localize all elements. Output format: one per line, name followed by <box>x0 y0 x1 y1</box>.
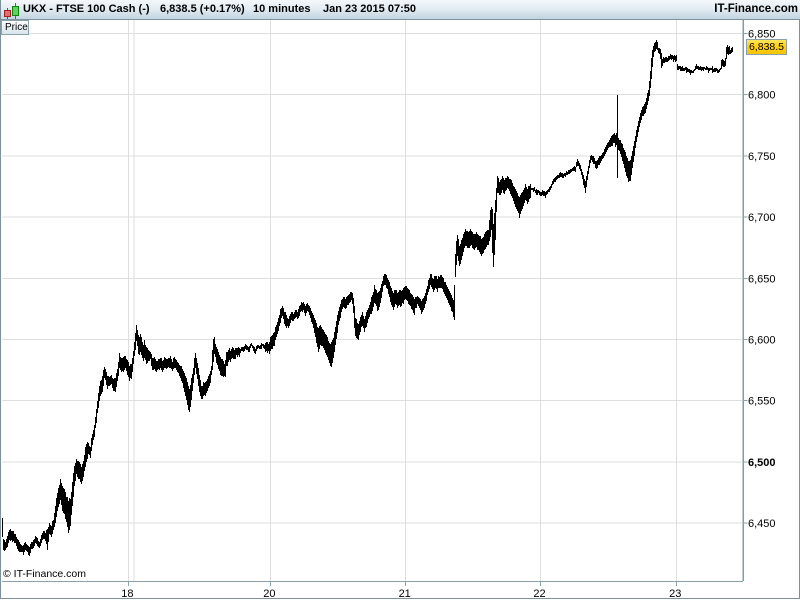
svg-text:6,700: 6,700 <box>748 212 776 224</box>
svg-text:6,650: 6,650 <box>748 273 776 285</box>
svg-text:6,500: 6,500 <box>748 457 776 469</box>
svg-text:20: 20 <box>263 588 275 600</box>
svg-text:21: 21 <box>399 588 411 600</box>
svg-text:18: 18 <box>121 588 133 600</box>
svg-text:6,600: 6,600 <box>748 335 776 347</box>
svg-text:6,550: 6,550 <box>748 396 776 408</box>
svg-text:6,850: 6,850 <box>748 29 776 41</box>
svg-text:6,750: 6,750 <box>748 151 776 163</box>
svg-text:22: 22 <box>533 588 545 600</box>
svg-text:6,450: 6,450 <box>748 518 776 530</box>
svg-text:23: 23 <box>669 588 681 600</box>
svg-text:6,800: 6,800 <box>748 90 776 102</box>
